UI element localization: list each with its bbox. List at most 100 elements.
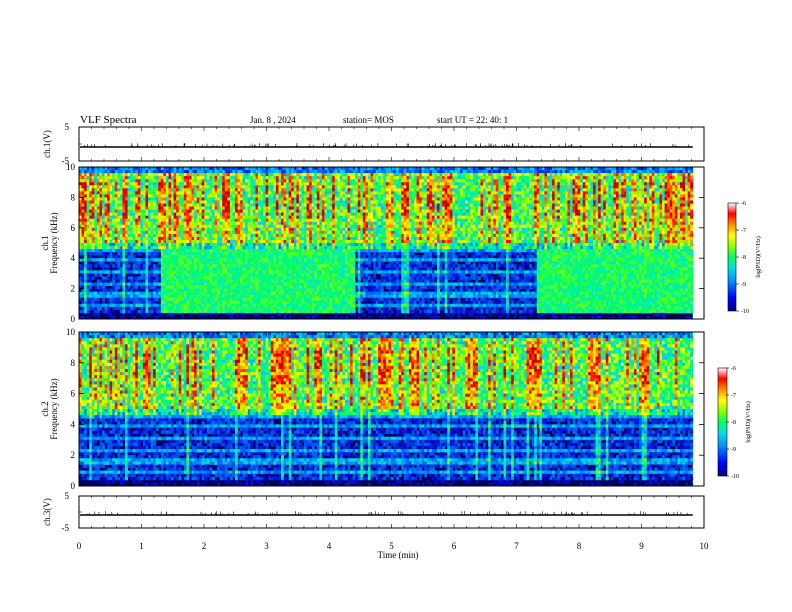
spec-cell	[115, 225, 118, 228]
spec-cell	[181, 197, 184, 200]
spec-cell	[235, 176, 238, 179]
spec-cell	[266, 216, 269, 219]
spec-cell	[135, 170, 138, 173]
spec-cell	[179, 261, 182, 264]
spec-cell	[307, 225, 310, 228]
spec-cell	[97, 188, 100, 191]
spec-cell	[227, 213, 230, 216]
spec-cell	[115, 182, 118, 185]
spec-cell	[278, 246, 281, 249]
spec-cell	[186, 252, 189, 255]
spec-cell	[250, 207, 253, 210]
spec-cell	[151, 210, 154, 213]
spec-cell	[253, 182, 256, 185]
spec-cell	[312, 289, 315, 292]
spec-cell	[217, 203, 220, 206]
spec-cell	[317, 258, 320, 261]
spec-cell	[115, 234, 118, 237]
spec-cell	[212, 295, 215, 298]
spec-cell	[151, 255, 154, 258]
spec-cell	[133, 279, 136, 282]
spec-cell	[245, 310, 248, 313]
spec-cell	[332, 255, 335, 258]
spec-cell	[291, 243, 294, 246]
spec-cell	[125, 301, 128, 304]
spec-cell	[291, 240, 294, 243]
spec-cell	[199, 194, 202, 197]
spec-cell	[255, 283, 258, 286]
spec-cell	[304, 301, 307, 304]
spec-cell	[163, 234, 166, 237]
spec-cell	[268, 182, 271, 185]
spec-cell	[204, 270, 207, 273]
spec-cell	[158, 228, 161, 231]
spec-cell	[181, 301, 184, 304]
spec-cell	[176, 197, 179, 200]
spec-cell	[322, 258, 325, 261]
spec-cell	[299, 222, 302, 225]
spec-cell	[158, 270, 161, 273]
spec-cell	[322, 197, 325, 200]
spec-cell	[240, 179, 243, 182]
spec-cell	[322, 301, 325, 304]
spec-cell	[133, 298, 136, 301]
spec-cell	[217, 301, 220, 304]
spec-cell	[284, 191, 287, 194]
spec-cell	[204, 234, 207, 237]
spec-cell	[156, 304, 159, 307]
spec-cell	[266, 307, 269, 310]
spec-cell	[199, 267, 202, 270]
spec-cell	[84, 167, 87, 170]
spec-cell	[97, 313, 100, 316]
spec-cell	[87, 304, 90, 307]
spec-cell	[281, 222, 284, 225]
spec-cell	[148, 197, 151, 200]
spec-cell	[107, 255, 110, 258]
spec-cell	[222, 249, 225, 252]
spec-cell	[317, 167, 320, 170]
spec-cell	[230, 182, 233, 185]
spec-cell	[207, 258, 210, 261]
spec-cell	[102, 258, 105, 261]
spec-cell	[92, 228, 95, 231]
spec-cell	[325, 203, 328, 206]
spec-cell	[235, 170, 238, 173]
spec-cell	[199, 231, 202, 234]
spec-cell	[194, 185, 197, 188]
spec-cell	[82, 279, 85, 282]
spec-cell	[125, 258, 128, 261]
spec-cell	[317, 276, 320, 279]
spec-cell	[186, 219, 189, 222]
spec-cell	[304, 276, 307, 279]
spec-cell	[99, 185, 102, 188]
spec-cell	[110, 191, 113, 194]
spec-cell	[204, 191, 207, 194]
spec-cell	[135, 304, 138, 307]
spec-cell	[176, 176, 179, 179]
spec-cell	[322, 304, 325, 307]
spec-cell	[263, 210, 266, 213]
spec-cell	[194, 182, 197, 185]
spec-cell	[289, 222, 292, 225]
spec-cell	[312, 170, 315, 173]
spec-cell	[189, 307, 192, 310]
spec-cell	[202, 301, 205, 304]
spec-cell	[330, 243, 333, 246]
spec-cell	[301, 246, 304, 249]
spec-cell	[120, 213, 123, 216]
spec-cell	[171, 267, 174, 270]
spec-cell	[220, 243, 223, 246]
spec-cell	[248, 237, 251, 240]
spec-cell	[284, 237, 287, 240]
spec-cell	[94, 216, 97, 219]
spec-cell	[135, 310, 138, 313]
spec-cell	[112, 210, 115, 213]
spec-cell	[291, 307, 294, 310]
spec-cell	[222, 301, 225, 304]
spec-cell	[263, 252, 266, 255]
spec-cell	[128, 210, 131, 213]
spec-cell	[291, 188, 294, 191]
spec-cell	[268, 289, 271, 292]
spec-cell	[276, 286, 279, 289]
spec-cell	[258, 182, 261, 185]
